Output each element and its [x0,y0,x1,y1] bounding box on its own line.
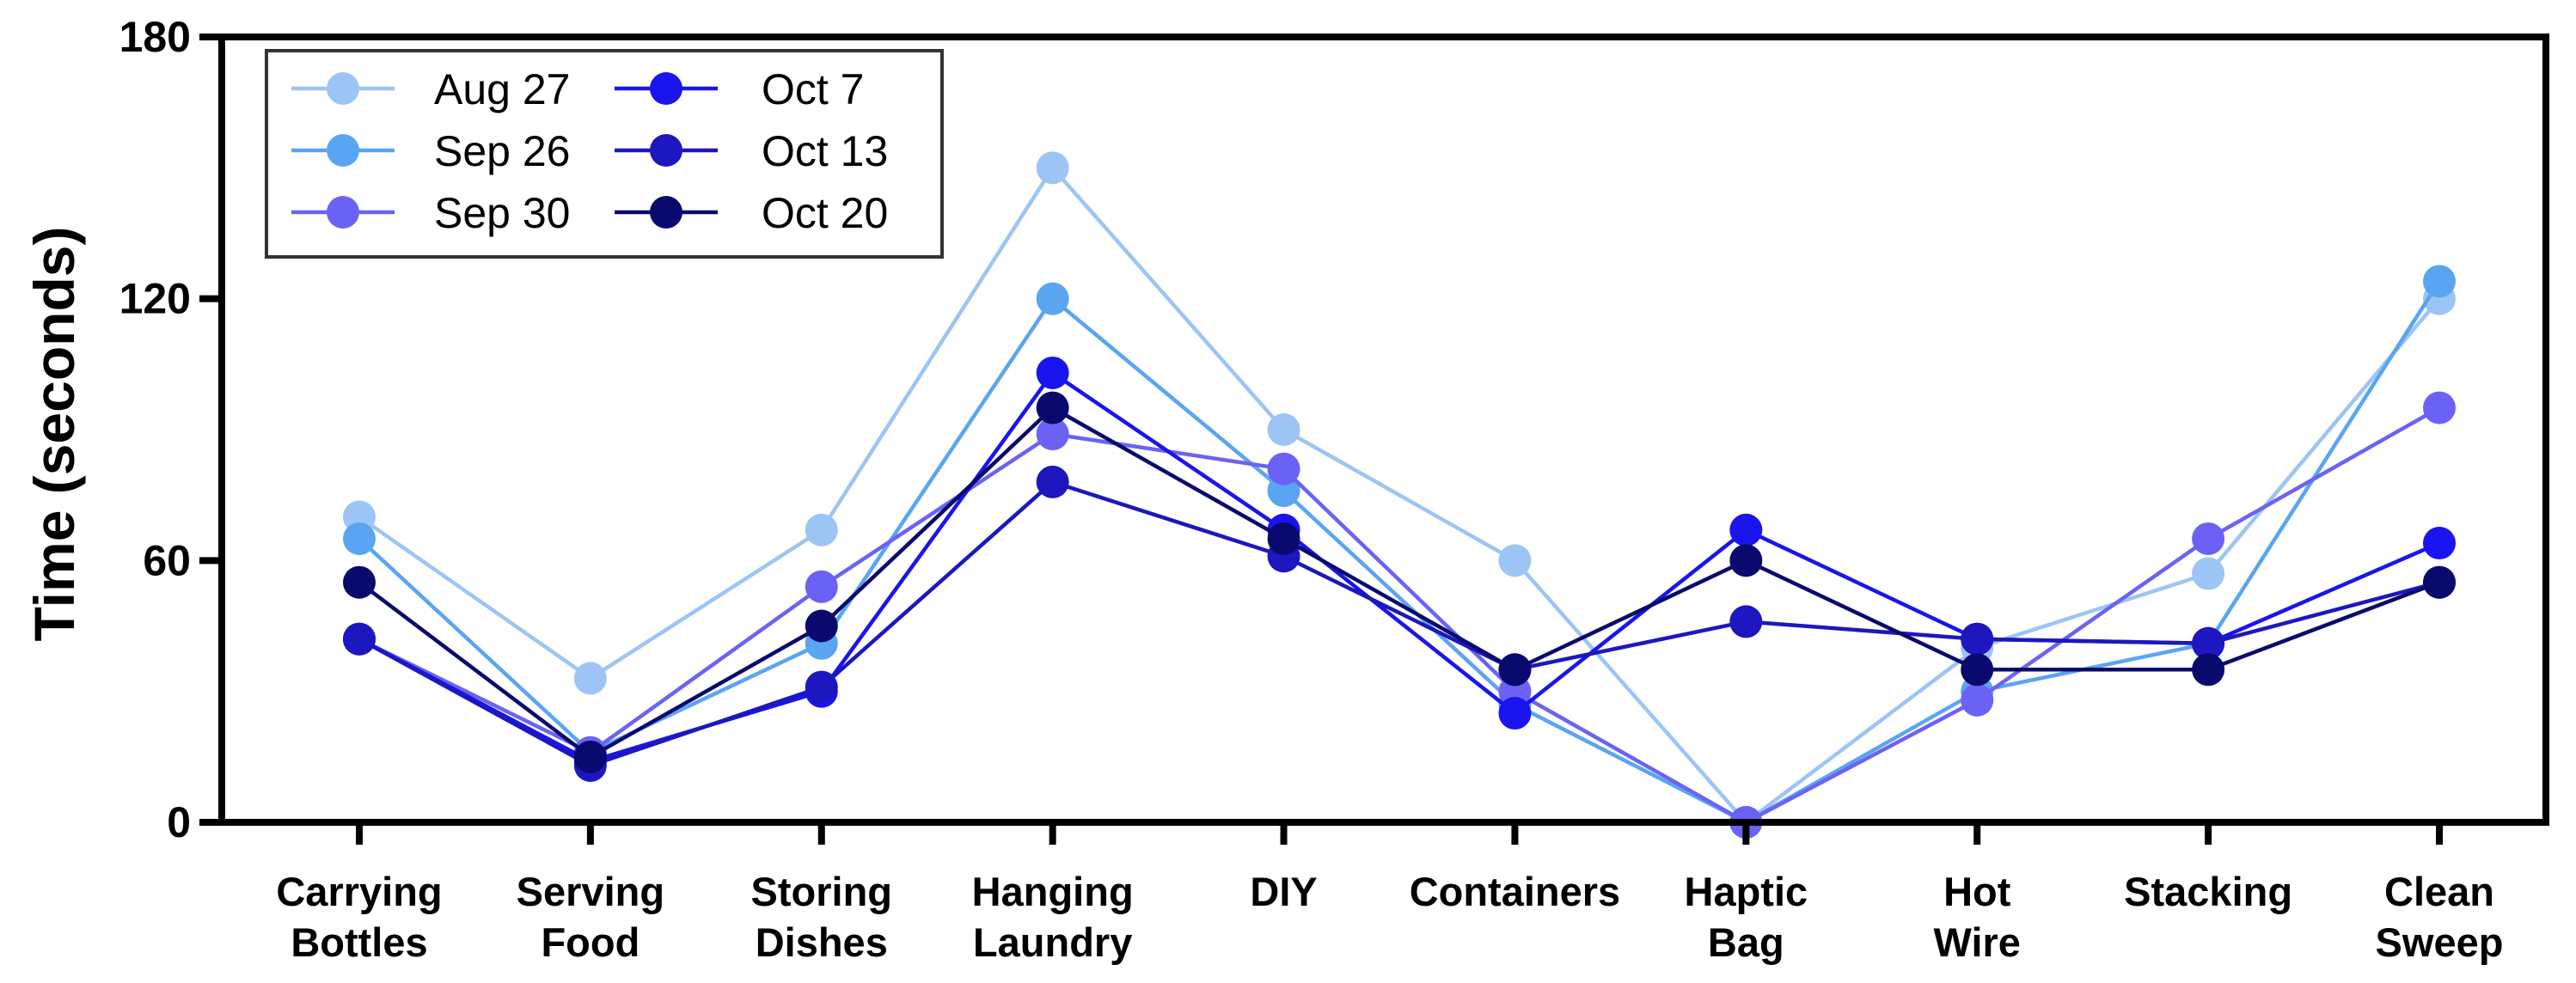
series-sep-30 [343,391,2456,839]
y-tick-label: 120 [119,275,191,323]
data-point [1267,452,1300,485]
x-category-label: Carrying [276,869,442,914]
data-point [1036,418,1069,451]
data-point [1961,622,1994,656]
data-point [343,522,376,555]
series-line [358,406,2440,760]
data-point [1036,391,1069,424]
legend-marker [650,72,682,105]
data-point [805,513,838,546]
series-oct-20 [343,391,2456,773]
legend-label: Aug 27 [434,65,570,113]
legend-marker [650,134,682,167]
data-point [1729,513,1763,546]
x-category-label: DIY [1250,869,1317,914]
data-point [2192,653,2225,687]
data-point [1961,683,1994,717]
data-point [805,670,838,704]
data-point [573,662,607,695]
x-category-label: Stacking [2124,869,2292,914]
series-line [358,280,2441,825]
data-point [1729,544,1763,577]
data-point [2192,557,2225,590]
x-category-label: Containers [1410,869,1621,914]
legend-marker [327,134,359,167]
data-point [1036,151,1069,185]
series-sep-26 [343,265,2456,839]
data-point [2423,527,2456,560]
data-point [805,570,838,603]
data-point [1267,522,1300,555]
data-point [1036,282,1069,315]
series-layer [343,151,2456,839]
legend-label: Oct 13 [762,127,888,175]
y-tick-label: 60 [143,536,191,584]
series-line [358,406,2441,825]
legend: Aug 27 Sep 26 Sep 30 Oct 7 Oct 13 Oct 20 [265,49,944,259]
legend-box [265,49,944,259]
data-point [2423,565,2456,599]
y-tick-label: 180 [119,13,191,61]
series-line [358,479,2440,768]
data-point [1036,356,1069,389]
data-point [343,622,376,656]
data-point [1498,544,1532,577]
data-point [1036,465,1069,498]
legend-label: Sep 30 [434,189,570,237]
series-line [358,370,2440,764]
data-point [2192,522,2225,555]
series-oct-7 [343,356,2456,778]
data-point [1729,605,1763,638]
axes: 0 60 120 180 Carrying Bottles Serving Food Stori… [119,13,2549,965]
legend-label: Oct 7 [762,65,864,113]
data-point [573,740,607,773]
y-tick-label: 0 [167,798,191,846]
x-category-label: Wire [1934,919,2021,965]
x-category-label: Laundry [973,919,1132,965]
x-category-label: Bottles [291,919,427,965]
x-category-label: Sweep [2376,919,2504,965]
data-point [805,609,838,643]
x-category-label: Clean [2384,869,2494,914]
x-category-label: Hot [1943,869,2011,914]
x-category-label: Serving [517,869,664,914]
x-category-label: Storing [751,869,892,914]
data-point [2192,626,2225,660]
y-axis-title: Time (seconds) [22,227,86,642]
x-category-label: Hanging [972,869,1134,914]
data-point [1498,697,1532,730]
data-point [2423,391,2456,424]
data-point [1267,413,1300,446]
legend-label: Sep 26 [434,127,570,175]
data-point [1961,653,1994,687]
data-point [2423,265,2456,298]
data-point [1498,653,1532,687]
x-category-label: Haptic [1685,869,1808,914]
legend-marker [327,196,359,229]
x-category-label: Dishes [756,919,888,965]
legend-marker [327,72,359,105]
series-line [358,166,2441,825]
data-point [343,565,376,599]
legend-marker [650,196,682,229]
legend-label: Oct 20 [762,189,888,237]
plot-frame [218,34,2549,826]
x-category-label: Bag [1708,919,1784,965]
x-category-label: Food [541,919,639,965]
